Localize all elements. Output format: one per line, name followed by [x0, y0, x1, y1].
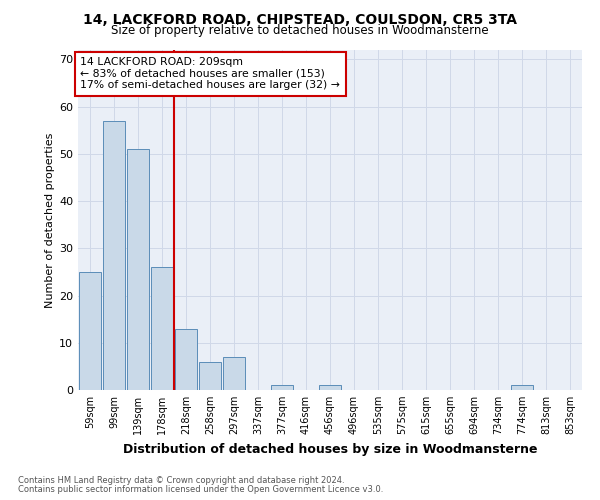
- Bar: [319, 386, 341, 390]
- Text: Size of property relative to detached houses in Woodmansterne: Size of property relative to detached ho…: [111, 24, 489, 37]
- Bar: [127, 149, 149, 390]
- Text: 14, LACKFORD ROAD, CHIPSTEAD, COULSDON, CR5 3TA: 14, LACKFORD ROAD, CHIPSTEAD, COULSDON, …: [83, 12, 517, 26]
- Bar: [271, 386, 293, 390]
- Bar: [223, 357, 245, 390]
- Y-axis label: Number of detached properties: Number of detached properties: [45, 132, 55, 308]
- Text: 14 LACKFORD ROAD: 209sqm
← 83% of detached houses are smaller (153)
17% of semi-: 14 LACKFORD ROAD: 209sqm ← 83% of detach…: [80, 57, 340, 90]
- Text: Contains HM Land Registry data © Crown copyright and database right 2024.: Contains HM Land Registry data © Crown c…: [18, 476, 344, 485]
- Bar: [511, 386, 533, 390]
- Bar: [199, 362, 221, 390]
- Bar: [79, 272, 101, 390]
- Bar: [103, 121, 125, 390]
- Bar: [175, 328, 197, 390]
- X-axis label: Distribution of detached houses by size in Woodmansterne: Distribution of detached houses by size …: [123, 442, 537, 456]
- Text: Contains public sector information licensed under the Open Government Licence v3: Contains public sector information licen…: [18, 484, 383, 494]
- Bar: [151, 267, 173, 390]
